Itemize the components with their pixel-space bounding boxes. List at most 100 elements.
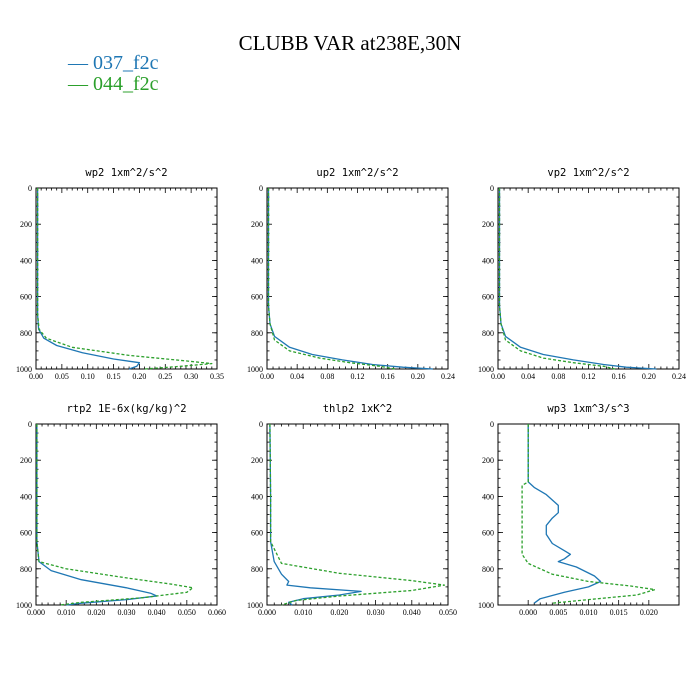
series-line-037-f2c xyxy=(36,424,158,606)
x-tick-label: 0.020 xyxy=(640,608,658,617)
y-tick-label: 0 xyxy=(28,420,32,429)
y-tick-label: 800 xyxy=(20,565,32,574)
y-tick-label: 0 xyxy=(259,184,263,193)
series-line-037-f2c xyxy=(36,188,141,370)
y-tick-label: 400 xyxy=(251,492,263,501)
x-tick-label: 0.040 xyxy=(148,608,166,617)
x-tick-label: 0.25 xyxy=(158,372,172,381)
x-tick-label: 0.030 xyxy=(118,608,136,617)
x-tick-label: 0.060 xyxy=(208,608,226,617)
x-tick-label: 0.20 xyxy=(132,372,146,381)
y-tick-label: 800 xyxy=(251,329,263,338)
x-tick-label: 0.16 xyxy=(381,372,395,381)
x-tick-label: 0.08 xyxy=(551,372,565,381)
series-line-044-f2c xyxy=(36,424,194,606)
y-tick-label: 1000 xyxy=(16,601,32,610)
x-tick-label: 0.12 xyxy=(582,372,596,381)
legend-entry-037-f2c: — 037_f2c xyxy=(67,52,159,74)
y-tick-label: 400 xyxy=(251,256,263,265)
x-tick-label: 0.000 xyxy=(258,608,276,617)
plot-frame xyxy=(266,423,449,606)
x-tick-label: 0.040 xyxy=(403,608,421,617)
series-line-037-f2c xyxy=(267,188,433,370)
y-tick-label: 200 xyxy=(251,220,263,229)
y-tick-label: 600 xyxy=(20,529,32,538)
y-tick-label: 1000 xyxy=(478,601,494,610)
x-tick-label: 0.00 xyxy=(29,372,43,381)
y-tick-label: 1000 xyxy=(16,365,32,374)
x-tick-label: 0.04 xyxy=(290,372,304,381)
x-tick-label: 0.24 xyxy=(441,372,455,381)
y-tick-label: 600 xyxy=(251,529,263,538)
legend-entry-044-f2c: — 044_f2c xyxy=(67,73,159,95)
y-tick-label: 200 xyxy=(20,220,32,229)
x-tick-label: 0.16 xyxy=(612,372,626,381)
y-tick-label: 600 xyxy=(482,529,494,538)
panel-title: wp3 1xm^3/s^3 xyxy=(547,403,629,415)
x-tick-label: 0.12 xyxy=(351,372,365,381)
y-tick-label: 800 xyxy=(251,565,263,574)
y-tick-label: 800 xyxy=(20,329,32,338)
y-tick-label: 200 xyxy=(20,456,32,465)
y-tick-label: 800 xyxy=(482,329,494,338)
y-tick-label: 0 xyxy=(259,420,263,429)
x-tick-label: 0.020 xyxy=(87,608,105,617)
panel-title: thlp2 1xK^2 xyxy=(323,403,393,415)
y-tick-label: 200 xyxy=(482,220,494,229)
x-tick-label: 0.20 xyxy=(411,372,425,381)
series-line-044-f2c xyxy=(269,423,446,606)
y-tick-label: 400 xyxy=(20,256,32,265)
x-tick-label: 0.050 xyxy=(439,608,457,617)
y-tick-label: 600 xyxy=(251,293,263,302)
series-line-037-f2c xyxy=(527,424,602,604)
x-tick-label: 0.04 xyxy=(521,372,535,381)
y-tick-label: 200 xyxy=(482,456,494,465)
x-tick-label: 0.000 xyxy=(27,608,45,617)
y-tick-label: 400 xyxy=(20,492,32,501)
panel-4: rtp2 1E-6x(kg/kg)^2 0 200 400 600 800 10000.00… xyxy=(16,403,226,617)
x-tick-label: 0.15 xyxy=(107,372,121,381)
x-tick-label: 0.020 xyxy=(330,608,348,617)
plot-frame xyxy=(497,423,680,606)
x-tick-label: 0.20 xyxy=(642,372,656,381)
panel-title: vp2 1xm^2/s^2 xyxy=(547,167,629,179)
x-tick-label: 0.050 xyxy=(178,608,196,617)
series-line-037-f2c xyxy=(498,188,657,370)
x-tick-label: 0.24 xyxy=(672,372,686,381)
x-tick-label: 0.00 xyxy=(260,372,274,381)
y-tick-label: 400 xyxy=(482,256,494,265)
y-tick-label: 200 xyxy=(251,456,263,465)
y-tick-label: 600 xyxy=(482,293,494,302)
plot-frame xyxy=(35,187,218,370)
y-tick-label: 1000 xyxy=(247,365,263,374)
x-tick-label: 0.010 xyxy=(580,608,598,617)
series-line-037-f2c xyxy=(269,423,362,606)
figure-title: CLUBB VAR at238E,30N xyxy=(239,31,462,55)
legend: — 037_f2c — 044_f2c xyxy=(67,52,159,95)
plot-frame xyxy=(266,187,449,370)
y-tick-label: 800 xyxy=(482,565,494,574)
y-tick-label: 0 xyxy=(490,184,494,193)
x-tick-label: 0.000 xyxy=(519,608,537,617)
panel-title: rtp2 1E-6x(kg/kg)^2 xyxy=(66,403,186,415)
x-tick-label: 0.030 xyxy=(367,608,385,617)
y-tick-label: 600 xyxy=(20,293,32,302)
series-line-044-f2c xyxy=(36,188,213,370)
y-tick-label: 400 xyxy=(482,492,494,501)
panel-6: wp3 1xm^3/s^3 0 200 400 600 800 1000 0.000 0.005… xyxy=(478,403,680,617)
plot-frame xyxy=(497,187,680,370)
y-tick-label: 0 xyxy=(490,420,494,429)
x-tick-label: 0.015 xyxy=(610,608,628,617)
y-tick-label: 0 xyxy=(28,184,32,193)
series-line-044-f2c xyxy=(521,424,656,604)
x-tick-label: 0.010 xyxy=(294,608,312,617)
x-tick-label: 0.05 xyxy=(55,372,69,381)
x-tick-label: 0.08 xyxy=(320,372,334,381)
x-tick-label: 0.30 xyxy=(184,372,198,381)
x-tick-label: 0.35 xyxy=(210,372,224,381)
